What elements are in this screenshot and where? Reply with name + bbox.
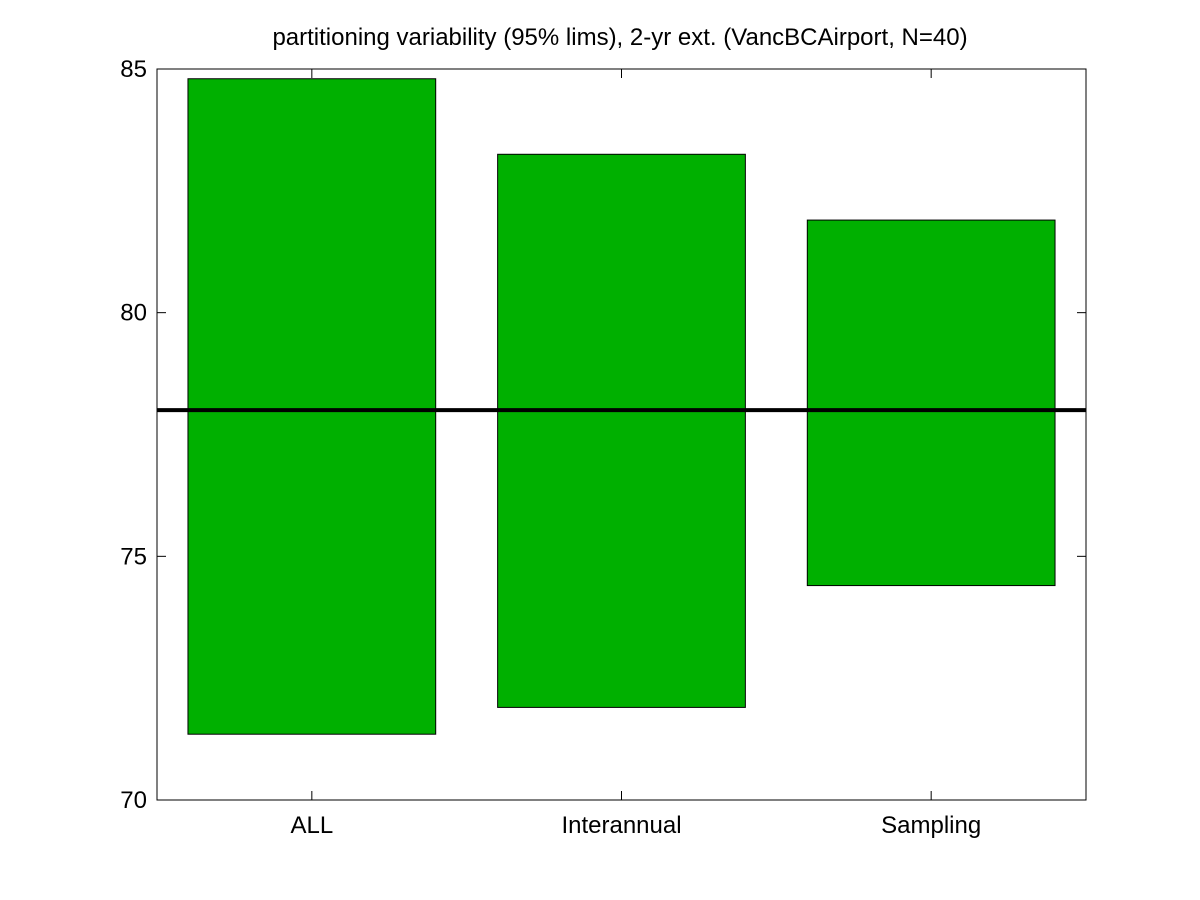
ytick-label-75: 75 — [120, 543, 147, 570]
bar-all — [187, 78, 437, 735]
bar-sampling — [806, 219, 1056, 587]
bar-interannual — [497, 153, 746, 708]
tick-labels-layer: 70 75 80 85 ALL Interannual Sampling — [120, 56, 981, 839]
ytick-label-80: 80 — [120, 300, 147, 327]
bars-layer — [187, 78, 1056, 735]
ytick-label-85: 85 — [120, 56, 147, 83]
xtick-label-interannual: Interannual — [561, 812, 681, 839]
xtick-label-sampling: Sampling — [881, 812, 981, 839]
ticks-layer — [157, 68, 1086, 801]
xtick-label-all: ALL — [290, 812, 333, 839]
ytick-label-70: 70 — [120, 787, 147, 814]
chart-title: partitioning variability (95% lims), 2-y… — [272, 24, 967, 51]
